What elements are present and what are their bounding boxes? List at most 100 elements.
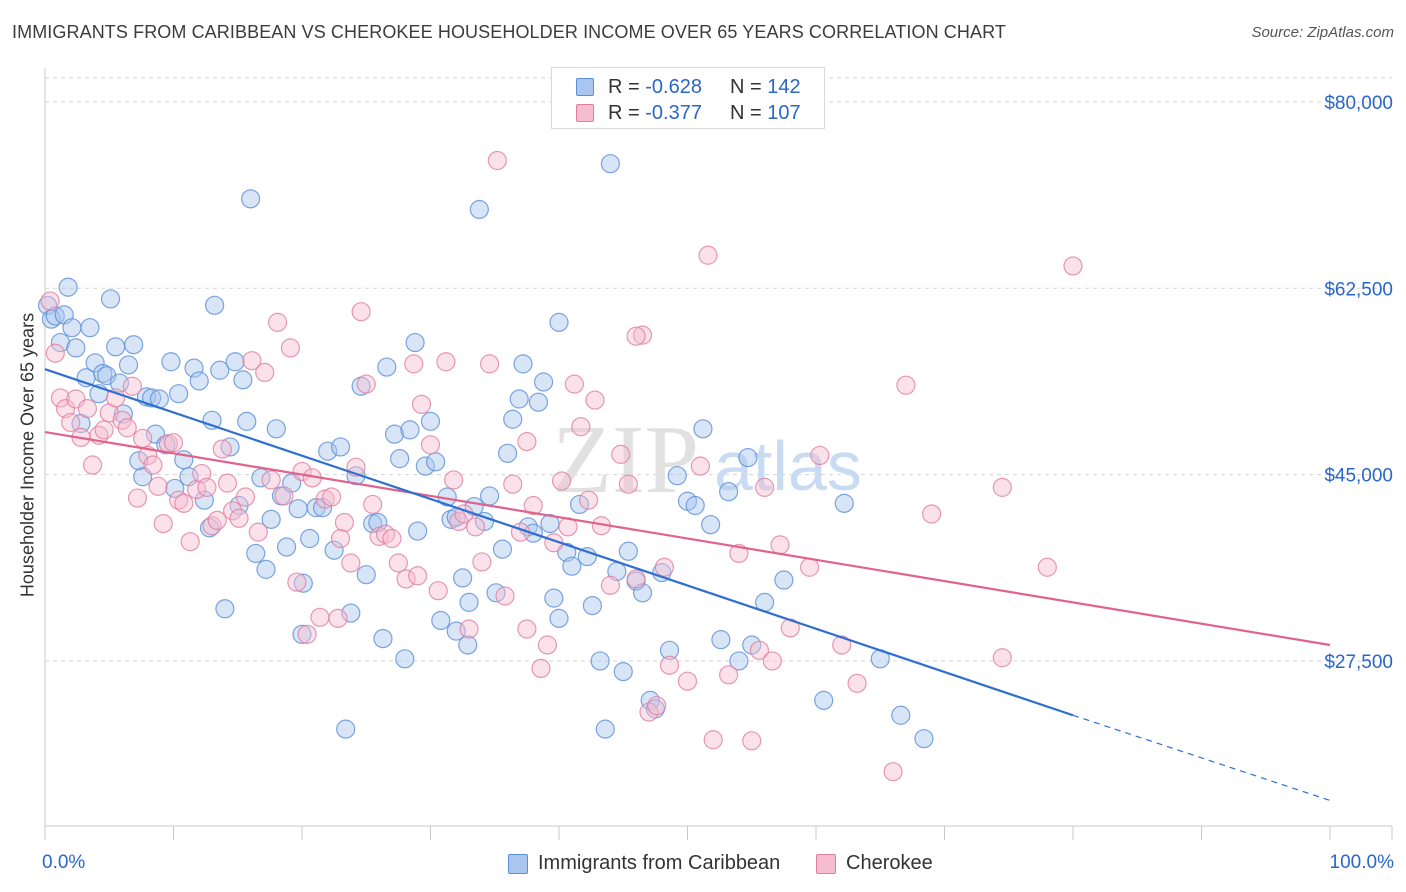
caribbean-point xyxy=(368,512,388,533)
watermark: ZIP atlas xyxy=(552,406,862,514)
cherokee-point xyxy=(578,490,599,510)
cherokee-point xyxy=(127,488,148,508)
watermark-atlas: atlas xyxy=(714,427,862,505)
caribbean-point xyxy=(729,651,749,671)
cherokee-point xyxy=(267,312,288,332)
cherokee-point xyxy=(388,553,408,573)
cherokee-point xyxy=(922,504,942,524)
caribbean-point xyxy=(711,630,731,650)
cherokee-point xyxy=(61,412,81,433)
cherokee-point xyxy=(517,619,537,639)
cherokee-point xyxy=(143,455,163,475)
cherokee-point xyxy=(408,566,428,586)
caribbean-point xyxy=(569,494,590,515)
cherokee-point xyxy=(472,552,492,572)
cherokee-point xyxy=(180,532,200,552)
series-legend: Immigrants from Caribbean Cherokee xyxy=(0,850,1406,880)
caribbean-point xyxy=(276,537,297,557)
cherokee-point xyxy=(223,501,243,521)
caribbean-point xyxy=(400,420,420,440)
y-axis-label: Householder Income Over 65 years xyxy=(17,312,38,598)
caribbean-point xyxy=(300,528,320,549)
caribbean-point xyxy=(469,199,489,220)
caribbean-point xyxy=(582,595,603,616)
legend-n-value: 142 xyxy=(767,75,801,98)
cherokee-point xyxy=(480,354,500,374)
caribbean-point xyxy=(237,411,257,431)
cherokee-point xyxy=(330,528,351,549)
cherokee-point xyxy=(248,522,268,542)
caribbean-point xyxy=(80,318,100,338)
legend-n-value: 107 xyxy=(767,101,801,124)
caribbean-point xyxy=(106,337,126,357)
cherokee-point xyxy=(703,730,723,750)
caribbean-point xyxy=(405,332,425,353)
cherokee-point xyxy=(163,433,184,453)
caribbean-point xyxy=(458,635,478,655)
cherokee-point xyxy=(639,702,659,722)
caribbean-point xyxy=(701,515,721,535)
y-tick-label: $27,500 xyxy=(1324,652,1393,673)
y-tick-label: $45,000 xyxy=(1324,466,1393,487)
caribbean-point xyxy=(220,437,240,457)
cherokee-point xyxy=(428,581,448,601)
caribbean-point xyxy=(124,335,144,355)
caribbean-point xyxy=(420,411,441,431)
cherokee-point xyxy=(197,477,217,497)
caribbean-point xyxy=(492,539,513,559)
cherokee-point xyxy=(762,651,782,671)
cherokee-point xyxy=(754,477,775,497)
caribbean-point xyxy=(415,456,435,476)
caribbean-point xyxy=(891,705,911,725)
y-tick-label: $62,500 xyxy=(1324,279,1393,300)
caribbean-point xyxy=(685,495,705,516)
cherokee-point xyxy=(117,418,137,438)
cherokee-point xyxy=(749,640,770,660)
caribbean-point xyxy=(66,338,86,358)
caribbean-point xyxy=(914,729,934,749)
legend-row-caribbean: R = -0.628 N = 142 xyxy=(576,74,801,100)
cherokee-point xyxy=(212,439,232,459)
caribbean-point xyxy=(373,628,393,649)
caribbean-point xyxy=(509,389,529,409)
caribbean-point xyxy=(814,690,834,710)
caribbean-point xyxy=(533,372,554,392)
legend-item-caribbean[interactable]: Immigrants from Caribbean xyxy=(508,852,780,875)
legend-swatch-cherokee xyxy=(816,853,836,874)
chart-title: IMMIGRANTS FROM CARIBBEAN VS CHEROKEE HO… xyxy=(12,22,1006,42)
cherokee-point xyxy=(1063,256,1083,276)
legend-swatch-cherokee xyxy=(576,104,594,122)
x-max-label: 100.0% xyxy=(1329,852,1394,873)
caribbean-point xyxy=(292,624,312,644)
caribbean-point xyxy=(426,452,446,472)
cherokee-point xyxy=(94,420,114,440)
cherokee-point xyxy=(82,455,103,475)
caribbean-point xyxy=(459,592,479,612)
caribbean-point xyxy=(205,295,225,315)
cherokee-point xyxy=(229,508,249,528)
caribbean-point xyxy=(100,289,121,309)
caribbean-point xyxy=(390,449,410,469)
cherokee-point xyxy=(832,635,852,655)
caribbean-point xyxy=(774,570,794,590)
caribbean-point xyxy=(118,355,139,375)
caribbean-point xyxy=(659,640,680,660)
caribbean-point xyxy=(544,588,564,608)
cherokee-point xyxy=(537,635,558,655)
cherokee-point xyxy=(356,374,376,394)
caribbean-point xyxy=(377,357,397,377)
cherokee-point xyxy=(618,474,638,494)
cherokee-point xyxy=(138,445,158,466)
caribbean-point xyxy=(215,599,235,619)
cherokee-point xyxy=(883,762,903,782)
caribbean-point xyxy=(480,486,500,506)
cherokee-point xyxy=(382,528,402,549)
legend-swatch-caribbean xyxy=(576,78,594,96)
legend-r-label: R = xyxy=(608,75,640,98)
caribbean-point xyxy=(652,562,672,583)
cherokee-point xyxy=(523,495,543,516)
caribbean-point xyxy=(693,419,713,439)
legend-item-cherokee[interactable]: Cherokee xyxy=(816,852,933,875)
caribbean-point xyxy=(834,493,854,513)
cherokee-point xyxy=(1037,557,1057,577)
